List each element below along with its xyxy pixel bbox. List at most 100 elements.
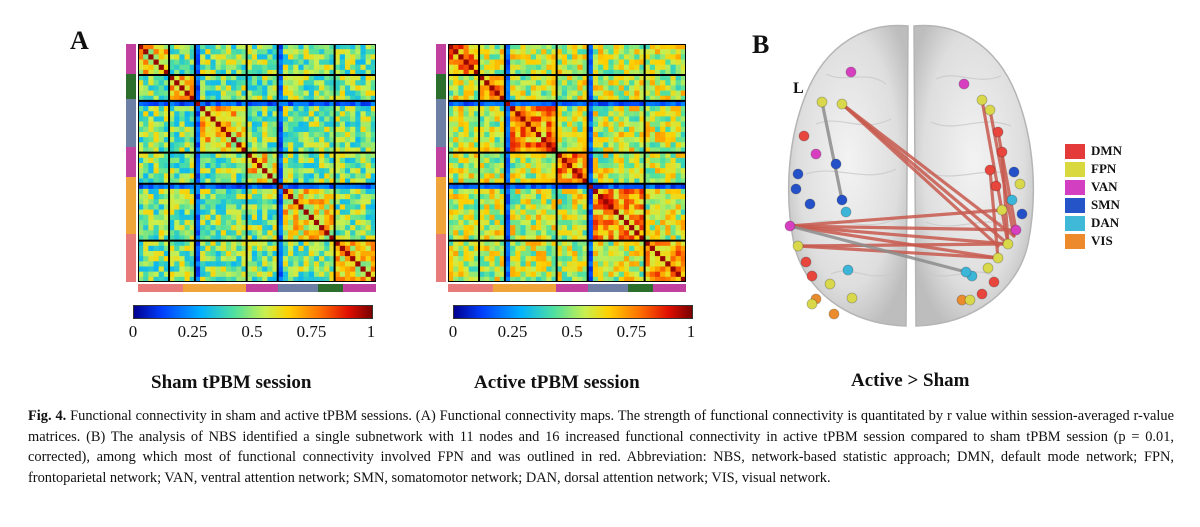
matrix-cell [231,188,237,195]
matrix-cell [246,188,253,195]
matrix-cell [246,126,253,133]
matrix-cell [665,245,671,252]
matrix-cell [634,131,640,138]
matrix-cell [660,168,666,174]
matrix-cell [608,157,614,164]
matrix-cell [489,64,495,71]
matrix-cell [494,240,501,247]
matrix-cell [194,194,201,200]
matrix-cell [541,209,547,216]
matrix-cell [665,69,671,76]
matrix-cell [282,111,289,117]
matrix-cell [535,85,542,91]
matrix-cell [329,245,335,252]
matrix-cell [236,137,242,143]
matrix-cell [241,163,247,169]
matrix-cell [138,142,144,148]
matrix-cell [158,178,165,184]
matrix-cell [215,261,222,267]
matrix-cell [546,44,552,50]
matrix-cell [360,250,366,257]
matrix-cell [231,266,237,272]
matrix-cell [334,90,341,97]
matrix-cell [329,230,335,236]
matrix-cell [210,126,216,133]
matrix-cell [355,235,361,241]
matrix-cell [453,100,459,107]
matrix-cell [200,235,206,241]
matrix-cell [489,256,495,262]
matrix-cell [246,199,253,205]
legend-label: DMN [1091,143,1123,158]
matrix-cell [143,95,149,102]
matrix-cell [623,75,630,81]
matrix-cell [499,137,506,143]
matrix-cell [453,90,459,97]
network-segment-van [653,284,686,292]
matrix-cell [246,142,253,148]
matrix-cell [143,85,149,91]
matrix-cell [344,261,351,267]
matrix-cell [567,178,573,184]
matrix-cell [313,240,320,247]
matrix-cell [510,163,516,169]
matrix-cell [510,95,516,102]
matrix-cell [231,44,237,50]
matrix-cell [494,276,501,282]
matrix-cell [654,199,661,205]
matrix-cell [598,137,604,143]
matrix-cell [489,111,495,117]
matrix-cell [649,126,656,133]
figure-label: Fig. 4. [28,408,67,424]
matrix-cell [215,90,222,97]
matrix-cell [200,142,206,148]
matrix-cell [546,199,552,205]
matrix-cell [298,126,304,133]
matrix-cell [567,90,573,97]
matrix-cell [598,106,604,112]
matrix-cell [153,230,159,236]
matrix-cell [158,80,165,86]
matrix-cell [551,214,557,221]
matrix-cell [370,199,376,205]
matrix-cell [231,183,237,190]
matrix-cell [339,142,346,148]
matrix-cell [675,163,682,169]
matrix-cell [623,240,630,247]
matrix-cell [577,173,583,179]
matrix-cell [282,54,289,60]
matrix-cell [153,194,159,200]
network-segment-vis_dark [436,74,446,99]
matrix-cell [484,261,490,267]
matrix-cell [582,106,588,112]
matrix-cell [257,147,263,153]
matrix-cell [174,121,180,128]
matrix-cell [215,178,222,184]
matrix-cell [494,90,501,97]
matrix-cell [556,183,563,190]
matrix-cell [262,121,268,128]
matrix-cell [504,230,511,236]
matrix-cell [665,106,671,112]
matrix-cell [613,75,620,81]
matrix-cell [339,271,346,278]
matrix-cell [608,204,614,210]
matrix-cell [530,250,537,257]
matrix-cell [184,214,191,221]
matrix-cell [355,64,361,71]
matrix-cell [670,173,676,179]
matrix-cell [556,80,563,86]
matrix-cell [598,276,604,282]
matrix-cell [654,230,661,236]
matrix-cell [463,90,469,97]
matrix-cell [262,157,268,164]
matrix-cell [344,106,351,112]
matrix-cell [370,49,376,55]
matrix-cell [592,219,599,226]
matrix-cell [225,256,232,262]
matrix-cell [448,240,454,247]
matrix-cell [504,168,511,174]
matrix-cell [572,54,578,60]
matrix-cell [251,126,258,133]
matrix-cell [499,276,506,282]
